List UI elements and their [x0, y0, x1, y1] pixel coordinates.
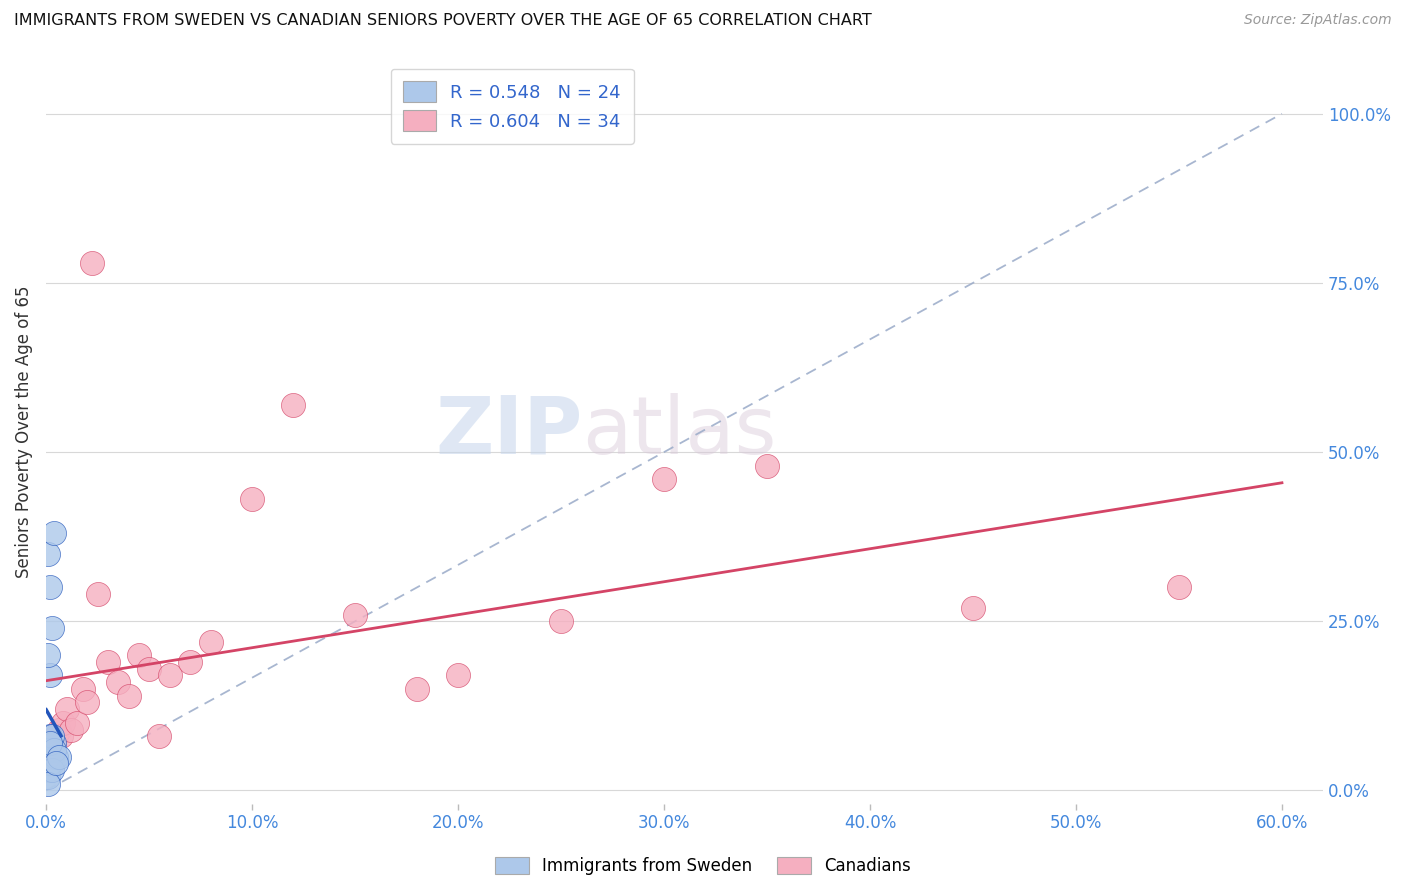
Point — [39, 743, 62, 757]
Point — [962, 600, 984, 615]
Point — [41, 621, 63, 635]
Text: Source: ZipAtlas.com: Source: ZipAtlas.com — [1244, 13, 1392, 28]
Point — [159, 668, 181, 682]
Legend: R = 0.548   N = 24, R = 0.604   N = 34: R = 0.548 N = 24, R = 0.604 N = 34 — [391, 69, 634, 144]
Point — [1168, 581, 1191, 595]
Point — [37, 743, 59, 757]
Point — [39, 756, 62, 771]
Point — [37, 763, 59, 777]
Point — [148, 729, 170, 743]
Point — [138, 662, 160, 676]
Point — [107, 675, 129, 690]
Point — [200, 634, 222, 648]
Point — [37, 749, 59, 764]
Text: atlas: atlas — [582, 392, 778, 471]
Point — [56, 702, 79, 716]
Point — [48, 723, 70, 737]
Point — [39, 668, 62, 682]
Point — [80, 255, 103, 269]
Point — [37, 547, 59, 561]
Point — [39, 743, 62, 757]
Point — [39, 581, 62, 595]
Point — [97, 655, 120, 669]
Point — [44, 743, 66, 757]
Point — [41, 763, 63, 777]
Point — [44, 736, 66, 750]
Text: IMMIGRANTS FROM SWEDEN VS CANADIAN SENIORS POVERTY OVER THE AGE OF 65 CORRELATIO: IMMIGRANTS FROM SWEDEN VS CANADIAN SENIO… — [14, 13, 872, 29]
Point — [344, 607, 367, 622]
Point — [41, 749, 63, 764]
Point — [48, 749, 70, 764]
Point — [179, 655, 201, 669]
Point — [447, 668, 470, 682]
Point — [550, 614, 572, 628]
Point — [86, 587, 108, 601]
Point — [37, 777, 59, 791]
Point — [52, 715, 75, 730]
Point — [49, 729, 72, 743]
Point — [66, 715, 89, 730]
Point — [39, 729, 62, 743]
Point — [45, 749, 67, 764]
Text: ZIP: ZIP — [436, 392, 582, 471]
Point — [652, 472, 675, 486]
Point — [76, 696, 98, 710]
Point — [59, 723, 82, 737]
Point — [240, 492, 263, 507]
Point — [756, 458, 779, 473]
Point — [37, 648, 59, 662]
Point — [41, 756, 63, 771]
Y-axis label: Seniors Poverty Over the Age of 65: Seniors Poverty Over the Age of 65 — [15, 285, 32, 578]
Point — [41, 749, 63, 764]
Point — [37, 749, 59, 764]
Point — [117, 689, 139, 703]
Point — [406, 681, 429, 696]
Point — [44, 526, 66, 541]
Point — [44, 736, 66, 750]
Point — [37, 770, 59, 784]
Point — [45, 756, 67, 771]
Point — [128, 648, 150, 662]
Point — [41, 729, 63, 743]
Point — [283, 398, 305, 412]
Point — [72, 681, 94, 696]
Point — [45, 729, 67, 743]
Point — [39, 736, 62, 750]
Legend: Immigrants from Sweden, Canadians: Immigrants from Sweden, Canadians — [486, 849, 920, 884]
